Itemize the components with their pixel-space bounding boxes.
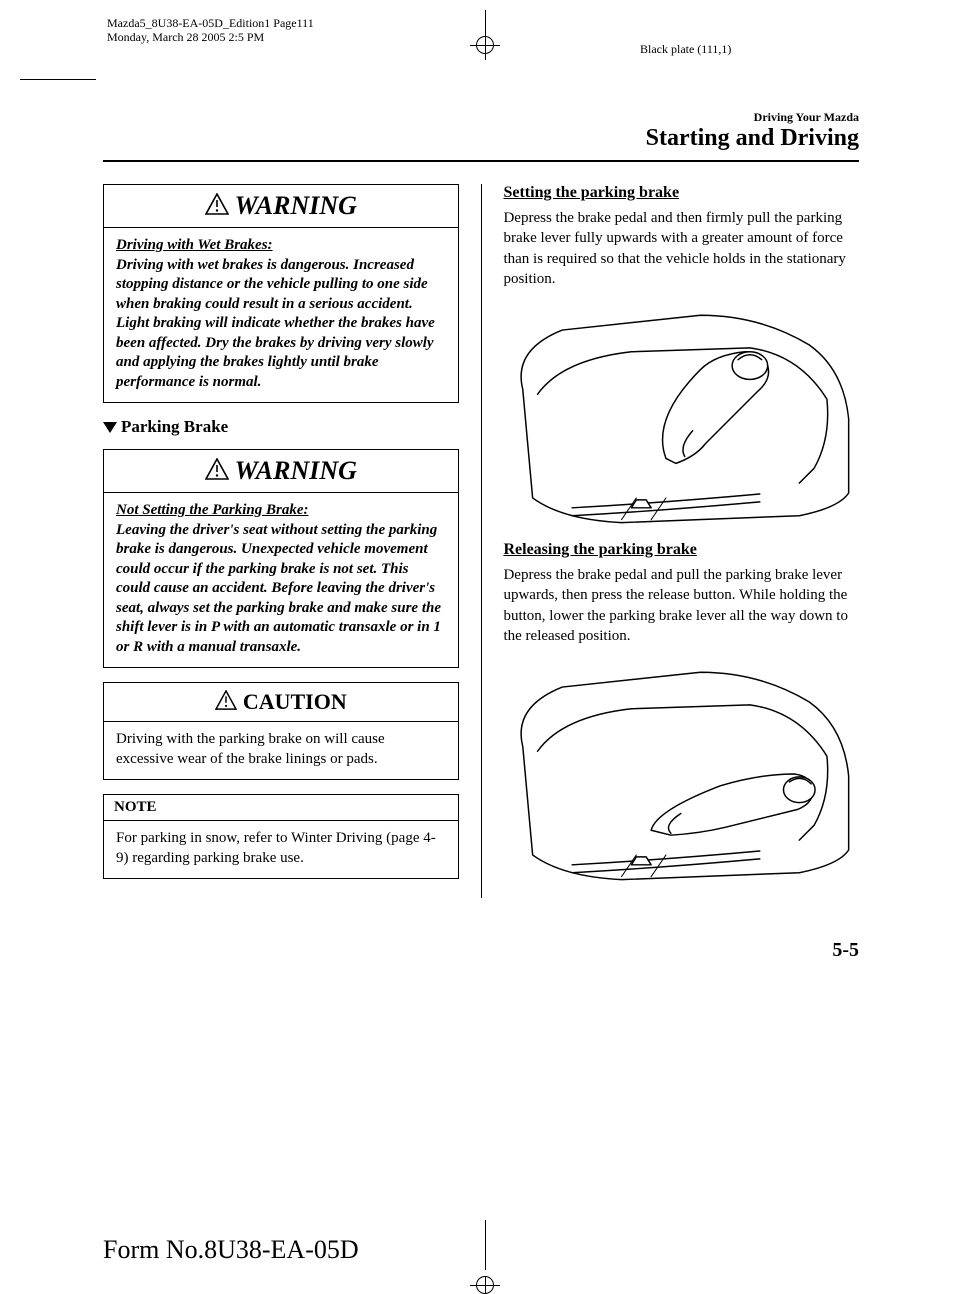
down-triangle-icon [103,422,117,433]
warning-box-parking-brake: WARNING Not Setting the Parking Brake: L… [103,449,459,668]
chapter-supertitle: Driving Your Mazda [103,110,859,125]
warning-label: WARNING [235,191,357,221]
warning1-body: Driving with wet brakes is dangerous. In… [116,257,435,390]
page-content: Driving Your Mazda Starting and Driving … [103,110,859,898]
caution-body: Driving with the parking brake on will c… [104,722,458,779]
heading-setting-parking-brake: Setting the parking brake [503,184,859,202]
warning-icon [205,458,229,485]
column-divider [481,184,482,898]
right-column: Setting the parking brake Depress the br… [503,184,859,898]
warning-icon [215,690,237,715]
para-releasing-parking-brake: Depress the brake pedal and pull the par… [503,565,859,646]
subsection-parking-brake: Parking Brake [103,417,459,437]
caution-box: CAUTION Driving with the parking brake o… [103,682,459,780]
warning1-subhead: Driving with Wet Brakes: [116,237,273,253]
warning-label: WARNING [235,456,357,486]
subsection-label: Parking Brake [121,417,228,436]
note-box: NOTE For parking in snow, refer to Winte… [103,794,459,879]
header-rule [103,160,859,162]
para-setting-parking-brake: Depress the brake pedal and then firmly … [503,208,859,289]
heading-releasing-parking-brake: Releasing the parking brake [503,541,859,559]
illustration-parking-brake-set [503,299,859,529]
left-edge-tick [20,79,96,80]
form-number: Form No.8U38-EA-05D [103,1235,359,1265]
black-plate-label: Black plate (111,1) [640,42,731,57]
print-header-line2: Monday, March 28 2005 2:5 PM [107,30,314,44]
note-label: NOTE [104,795,458,821]
print-header: Mazda5_8U38-EA-05D_Edition1 Page111 Mond… [107,16,314,45]
warning-icon [205,193,229,220]
page-number: 5-5 [832,939,859,962]
chapter-title: Starting and Driving [103,125,859,152]
warning2-subhead: Not Setting the Parking Brake: [116,502,309,518]
caution-label: CAUTION [243,689,347,715]
chapter-header: Driving Your Mazda Starting and Driving [103,110,859,152]
note-body: For parking in snow, refer to Winter Dri… [104,821,458,878]
left-column: WARNING Driving with Wet Brakes: Driving… [103,184,459,898]
print-header-line1: Mazda5_8U38-EA-05D_Edition1 Page111 [107,16,314,30]
warning2-body: Leaving the driver's seat without settin… [116,522,441,655]
warning-box-wet-brakes: WARNING Driving with Wet Brakes: Driving… [103,184,459,403]
illustration-parking-brake-release [503,656,859,886]
